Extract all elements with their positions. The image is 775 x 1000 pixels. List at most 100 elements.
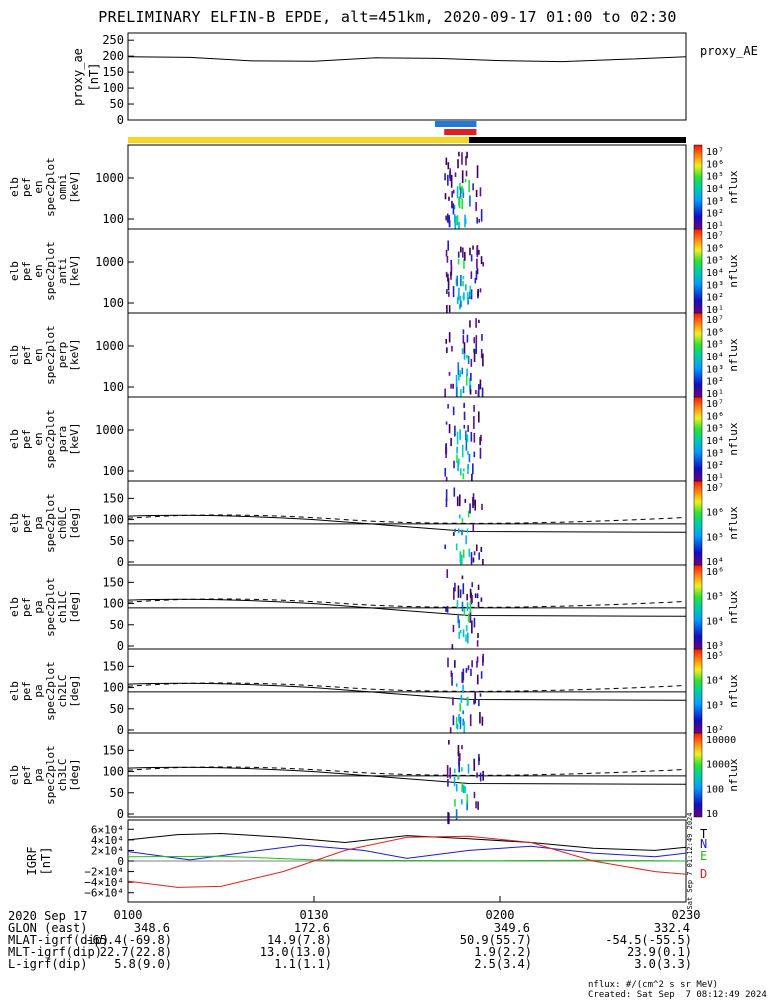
pa-ch2-flux-cell xyxy=(450,670,453,677)
pa-ch2-zunit: nflux xyxy=(727,674,740,707)
pa-ch2-flux-cell xyxy=(456,724,459,730)
pa-ch1-flux-cell xyxy=(467,613,470,623)
spec-omni-zlabel: 10⁶ xyxy=(706,159,724,170)
pa-ch2-frame xyxy=(127,648,687,734)
igrf-legend-E: E xyxy=(700,849,707,863)
spec-anti-flux-cell xyxy=(462,295,465,300)
pa-ch3-ylabel: [deg] xyxy=(68,758,81,791)
spec-perp-flux-cell xyxy=(457,362,460,375)
spec-para-flux-cell xyxy=(468,453,471,463)
spec-anti-colorbar xyxy=(693,228,703,314)
spec-anti-flux-cell xyxy=(478,249,480,255)
spec-anti-flux-cell xyxy=(460,300,462,308)
pa-ch2-ylabel: spec2plot xyxy=(44,661,57,721)
ae-ytick-label: 150 xyxy=(102,65,124,79)
spec-perp-ylabel: elb xyxy=(8,345,21,365)
spec-anti-flux-cell xyxy=(446,305,448,315)
spec-omni-flux-cell xyxy=(459,187,462,199)
spec-omni-flux-cell xyxy=(462,191,465,198)
spec-omni-flux-cell xyxy=(456,186,459,198)
pa-ch1-zlabel: 10³ xyxy=(706,641,724,652)
spec-perp-zlabel: 10⁶ xyxy=(706,327,724,338)
spec-anti-zlabel: 10¹ xyxy=(706,305,724,316)
pa-ch1-ylabel: spec2plot xyxy=(44,577,57,637)
spec-omni-flux-cell xyxy=(461,170,464,184)
pa-ch3-zunit: nflux xyxy=(727,758,740,791)
spec-para-ylabel: elb xyxy=(8,429,21,449)
footer-value: 2.5(3.4) xyxy=(474,957,532,971)
spec-para-flux-cell xyxy=(471,473,473,482)
pa-ch3-flux-cell xyxy=(454,799,456,807)
spec-para-flux-cell xyxy=(456,431,459,445)
spec-anti-flux-cell xyxy=(445,249,448,257)
pa-ch0-flux-cell xyxy=(472,523,475,532)
spec-perp-flux-cell xyxy=(455,374,458,388)
spec-perp-flux-cell xyxy=(445,339,448,344)
spec-anti-flux-cell xyxy=(457,258,460,265)
spec-anti-ylabel: anti xyxy=(56,258,69,285)
pa-ch3-flux-cell xyxy=(475,801,477,809)
spec-perp-flux-cell xyxy=(480,348,483,359)
spec-anti-flux-cell xyxy=(464,284,467,291)
pa-ch1-ytick-label: 150 xyxy=(102,575,124,589)
pa-ch1-flux-cell xyxy=(471,620,473,634)
created-stamp: Created: Sat Sep 7 08:12:49 2024 xyxy=(588,990,767,1000)
pa-ch1-colorbar xyxy=(693,564,703,650)
spec-para-flux-cell xyxy=(467,425,469,432)
pa-ch1-flux-cell xyxy=(476,640,479,647)
pa-ch0-flux-cell xyxy=(475,544,478,552)
spec-omni-ytick-label: 100 xyxy=(102,212,124,226)
pa-ch0-flux-cell xyxy=(465,535,468,545)
spec-anti-flux-cell xyxy=(476,268,479,275)
pa-ch3-flux-cell xyxy=(447,812,449,825)
pa-ch2-flux-cell xyxy=(465,667,468,673)
spec-perp-colorbar xyxy=(693,312,703,398)
spec-para-ylabel: en xyxy=(32,432,45,445)
pa-ch2-flux-cell xyxy=(462,684,464,694)
pa-ch3-flux-cell xyxy=(453,777,456,787)
pa-ch3-flux-cell xyxy=(455,809,458,821)
spec-omni-zunit: nflux xyxy=(727,170,740,203)
spec-perp-flux-cell xyxy=(477,391,480,398)
pa-ch1-zlabel: 10⁵ xyxy=(706,592,724,603)
spec-anti-flux-cell xyxy=(470,271,473,279)
spec-perp-flux-cell xyxy=(466,368,468,376)
spec-anti-flux-cell xyxy=(476,245,479,258)
igrf-ytick-label: 4×10⁴ xyxy=(91,834,124,847)
pa-ch2-flux-cell xyxy=(459,716,462,730)
pa-ch3-flux-cell xyxy=(447,778,449,787)
pa-ch3-flux-cell xyxy=(478,757,480,761)
spec-perp-flux-cell xyxy=(479,379,482,390)
spec-perp-flux-cell xyxy=(462,329,465,335)
spec-perp-flux-cell xyxy=(475,390,477,394)
pa-ch2-ylabel: ch2LC xyxy=(56,674,69,707)
footer-value: 50.9(55.7) xyxy=(459,933,532,947)
pa-ch2-flux-cell xyxy=(455,683,458,687)
pa-ch1-flux-cell xyxy=(458,631,460,639)
x-tick-label: 0100 xyxy=(114,908,143,922)
spec-para-ylabel: spec2plot xyxy=(44,409,57,469)
spec-omni-flux-cell xyxy=(447,174,449,186)
pa-ch0-flux-cell xyxy=(482,558,484,567)
spec-omni-flux-cell xyxy=(449,171,451,179)
pa-ch1-ylabel: pa xyxy=(32,600,45,613)
pa-ch2-ylabel: [deg] xyxy=(68,674,81,707)
pa-ch0-flux-cell xyxy=(461,554,463,565)
spec-omni-flux-cell xyxy=(458,151,460,157)
spec-para-flux-cell xyxy=(467,463,470,469)
spec-omni-zlabel: 10⁵ xyxy=(706,172,724,183)
igrf-series-T xyxy=(127,832,687,851)
spec-anti-ylabel: pef xyxy=(20,261,33,281)
pa-ch2-flux-cell xyxy=(452,715,455,726)
pa-ch1-flux-cell xyxy=(477,601,480,608)
pa-ch0-flux-cell xyxy=(462,549,465,559)
pa-ch1-flux-cell xyxy=(463,608,466,616)
spec-anti-flux-cell xyxy=(450,272,452,280)
spec-omni-flux-cell xyxy=(465,156,467,166)
pa-ch1-flux-cell xyxy=(461,575,464,580)
spec-omni-flux-cell xyxy=(452,189,455,194)
pa-ch3-lc-dashed xyxy=(127,766,687,776)
spec-para-flux-cell xyxy=(464,430,467,441)
spec-para-ylabel: pef xyxy=(20,429,33,449)
